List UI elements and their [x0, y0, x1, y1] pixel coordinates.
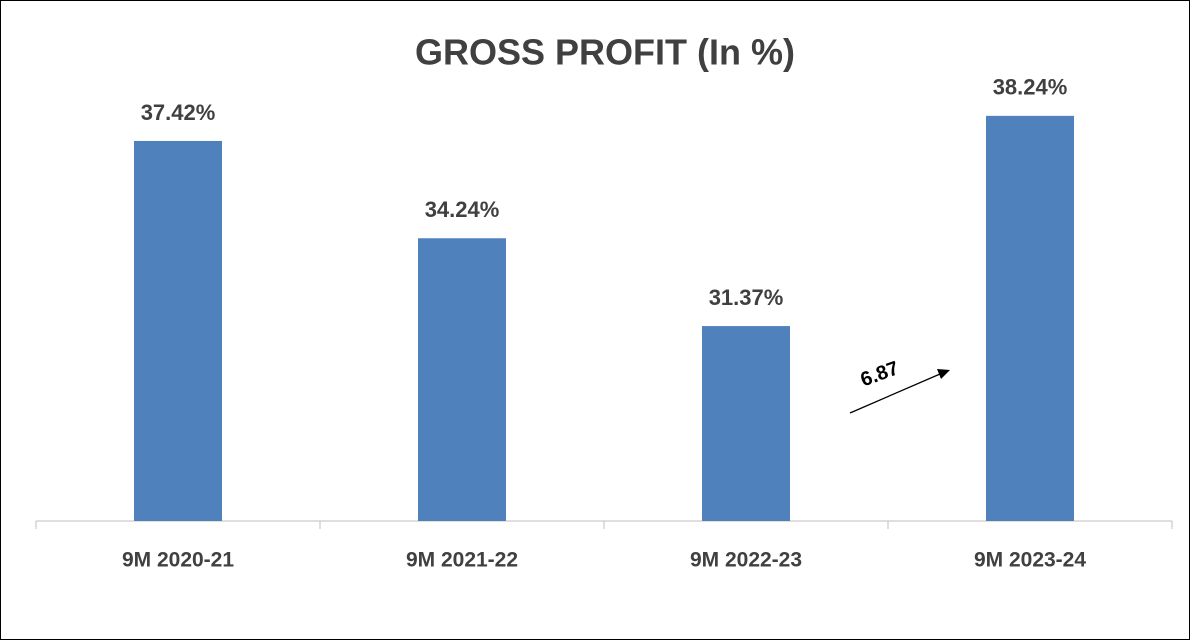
- x-tick-label: 9M 2020-21: [122, 549, 234, 572]
- annotation-arrowhead: [937, 369, 950, 379]
- x-tick-label: 9M 2023-24: [974, 549, 1086, 572]
- value-label: 37.42%: [141, 100, 216, 125]
- annotation-arrow: [849, 373, 941, 414]
- bar: [986, 115, 1074, 521]
- x-tick-label: 9M 2021-22: [406, 549, 518, 572]
- chart-title: GROSS PROFIT (In %): [415, 32, 795, 73]
- value-label: 38.24%: [993, 75, 1068, 100]
- value-label: 31.37%: [709, 285, 784, 310]
- bar: [134, 140, 222, 521]
- bar: [702, 326, 790, 521]
- bar: [418, 238, 506, 522]
- value-label: 34.24%: [425, 197, 500, 222]
- x-tick-label: 9M 2022-23: [690, 549, 802, 572]
